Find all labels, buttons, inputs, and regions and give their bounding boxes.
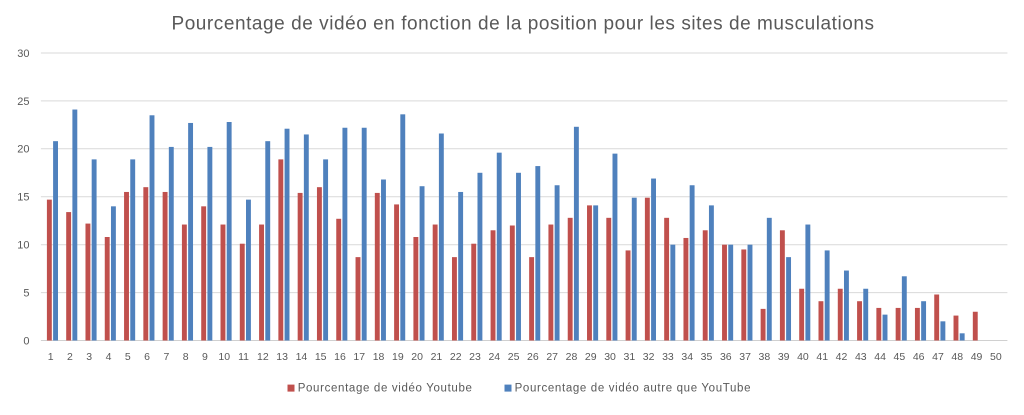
svg-text:3: 3 bbox=[86, 351, 92, 363]
svg-text:47: 47 bbox=[932, 351, 944, 363]
svg-text:2: 2 bbox=[67, 351, 73, 363]
svg-text:27: 27 bbox=[546, 351, 558, 363]
svg-text:50: 50 bbox=[990, 351, 1002, 363]
svg-text:33: 33 bbox=[662, 351, 674, 363]
svg-text:15: 15 bbox=[17, 192, 29, 204]
svg-text:Pourcentage de vidéo en foncti: Pourcentage de vidéo en fonction de la p… bbox=[171, 14, 874, 35]
svg-text:49: 49 bbox=[971, 351, 983, 363]
svg-text:1: 1 bbox=[48, 351, 54, 363]
svg-text:25: 25 bbox=[17, 96, 29, 108]
svg-text:29: 29 bbox=[585, 351, 597, 363]
svg-text:34: 34 bbox=[681, 351, 693, 363]
svg-text:41: 41 bbox=[816, 351, 828, 363]
svg-text:11: 11 bbox=[238, 351, 249, 363]
svg-text:13: 13 bbox=[276, 351, 288, 363]
svg-text:37: 37 bbox=[739, 351, 751, 363]
svg-text:45: 45 bbox=[894, 351, 906, 363]
svg-text:5: 5 bbox=[125, 351, 131, 363]
svg-text:6: 6 bbox=[144, 351, 150, 363]
svg-text:48: 48 bbox=[951, 351, 963, 363]
svg-text:40: 40 bbox=[797, 351, 809, 363]
svg-text:39: 39 bbox=[778, 351, 790, 363]
svg-text:7: 7 bbox=[163, 351, 169, 363]
svg-text:26: 26 bbox=[527, 351, 539, 363]
svg-text:5: 5 bbox=[23, 288, 29, 300]
svg-text:Pourcentage de vidéo autre que: Pourcentage de vidéo autre que YouTube bbox=[515, 383, 752, 395]
svg-text:28: 28 bbox=[566, 351, 578, 363]
svg-text:44: 44 bbox=[874, 351, 886, 363]
svg-text:17: 17 bbox=[353, 351, 365, 363]
svg-text:8: 8 bbox=[183, 351, 189, 363]
svg-text:30: 30 bbox=[604, 351, 616, 363]
svg-text:25: 25 bbox=[508, 351, 520, 363]
svg-text:20: 20 bbox=[17, 144, 29, 156]
svg-text:12: 12 bbox=[257, 351, 269, 363]
svg-text:36: 36 bbox=[720, 351, 732, 363]
svg-text:38: 38 bbox=[759, 351, 771, 363]
svg-text:21: 21 bbox=[431, 351, 443, 363]
svg-text:30: 30 bbox=[17, 48, 29, 60]
svg-text:43: 43 bbox=[855, 351, 867, 363]
svg-text:19: 19 bbox=[392, 351, 404, 363]
svg-text:18: 18 bbox=[373, 351, 385, 363]
svg-text:35: 35 bbox=[701, 351, 713, 363]
svg-text:14: 14 bbox=[296, 351, 308, 363]
svg-text:10: 10 bbox=[17, 240, 29, 252]
svg-text:4: 4 bbox=[106, 351, 112, 363]
svg-text:31: 31 bbox=[624, 351, 636, 363]
svg-text:22: 22 bbox=[450, 351, 462, 363]
svg-text:Pourcentage de vidéo Youtube: Pourcentage de vidéo Youtube bbox=[298, 383, 473, 395]
svg-text:16: 16 bbox=[334, 351, 346, 363]
svg-text:42: 42 bbox=[836, 351, 848, 363]
svg-text:0: 0 bbox=[23, 335, 29, 347]
svg-text:15: 15 bbox=[315, 351, 327, 363]
svg-text:10: 10 bbox=[218, 351, 230, 363]
svg-text:20: 20 bbox=[411, 351, 423, 363]
svg-text:46: 46 bbox=[913, 351, 925, 363]
svg-text:24: 24 bbox=[488, 351, 500, 363]
svg-text:23: 23 bbox=[469, 351, 481, 363]
svg-text:9: 9 bbox=[202, 351, 208, 363]
svg-text:32: 32 bbox=[643, 351, 655, 363]
